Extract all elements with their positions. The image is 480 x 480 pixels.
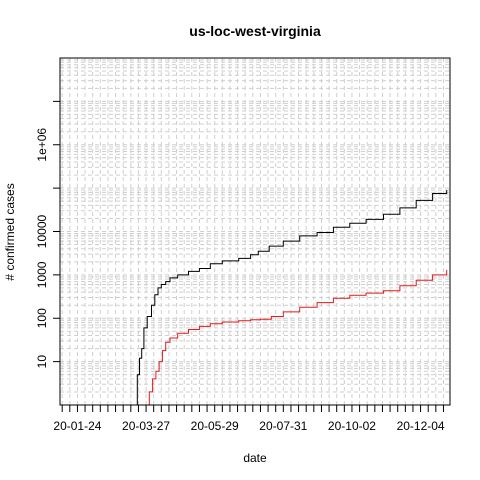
x-tick-label: 20-10-02 (328, 419, 376, 433)
y-tick-label: 10000 (35, 214, 49, 248)
y-tick-label: 10 (35, 355, 49, 369)
grid (60, 58, 450, 406)
x-tick-label: 20-01-24 (53, 419, 101, 433)
x-tick-label: 20-03-27 (122, 419, 170, 433)
series-line-1 (135, 190, 448, 406)
x-tick-label: 20-07-31 (259, 419, 307, 433)
series-layer (135, 190, 448, 406)
y-axis-label: # confirmed cases (3, 183, 17, 280)
series-line-2 (147, 269, 448, 406)
y-tick-label: 1e+06 (35, 128, 49, 162)
y-tick-label: 100 (35, 308, 49, 328)
y-tick-label: 1000 (35, 261, 49, 288)
x-tick-label: 20-12-04 (397, 419, 445, 433)
axes: 20-01-24 20-03-27 20-05-29 20-07-31 20-10-02… (35, 100, 445, 433)
chart-title: us-loc-west-virginia (189, 23, 321, 39)
x-axis-label: date (243, 451, 267, 465)
x-tick-label: 20-05-29 (191, 419, 239, 433)
